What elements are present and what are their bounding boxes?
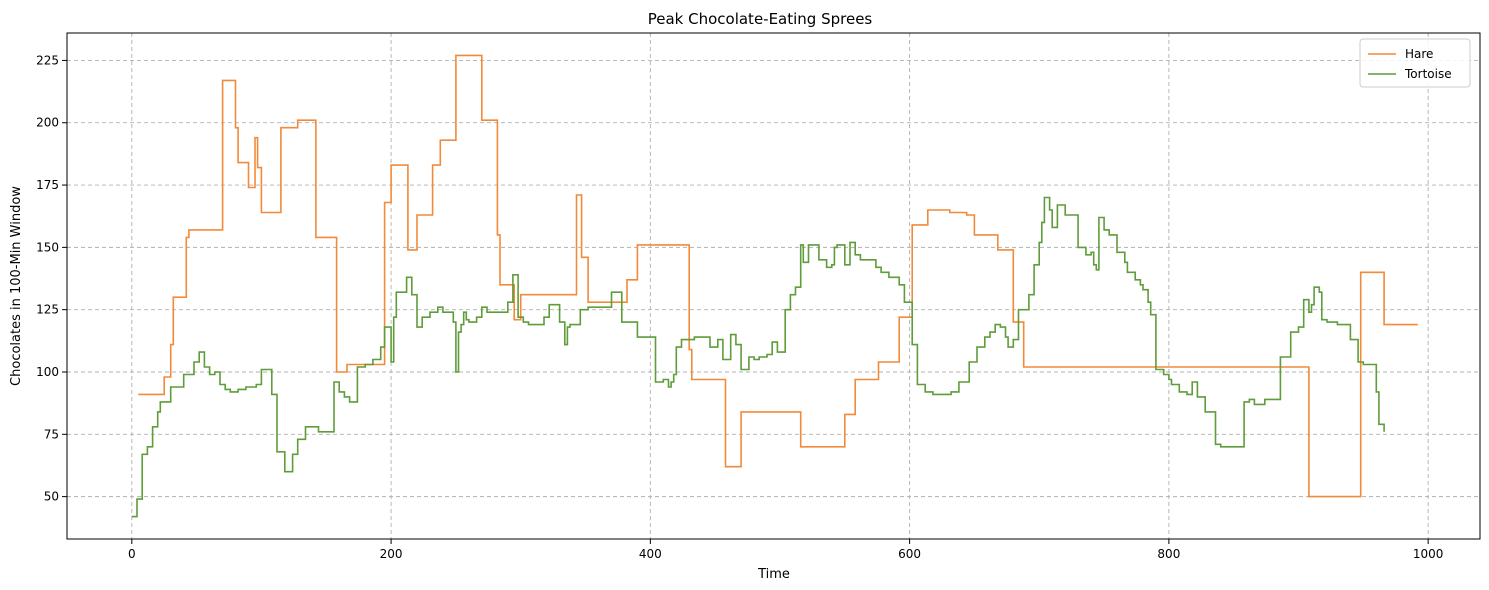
y-tick-label: 175 bbox=[36, 178, 59, 192]
x-tick-label: 600 bbox=[898, 547, 921, 561]
y-tick-label: 125 bbox=[36, 303, 59, 317]
legend: Hare Tortoise bbox=[1359, 38, 1471, 88]
chart-title: Peak Chocolate-Eating Sprees bbox=[648, 10, 873, 28]
series-line-hare bbox=[138, 54, 1418, 498]
y-tick-label: 200 bbox=[36, 116, 59, 130]
legend-label-tortoise: Tortoise bbox=[1404, 67, 1452, 81]
x-axis-label: Time bbox=[757, 567, 790, 582]
x-tick-label: 1000 bbox=[1413, 547, 1444, 561]
series-layer bbox=[131, 54, 1418, 518]
x-tick-label: 400 bbox=[639, 547, 662, 561]
y-tick-label: 150 bbox=[36, 240, 59, 254]
y-tick-label: 75 bbox=[44, 427, 59, 441]
series-line-tortoise bbox=[131, 196, 1385, 518]
axes bbox=[66, 32, 1481, 540]
legend-label-hare: Hare bbox=[1405, 47, 1433, 61]
y-tick-label: 100 bbox=[36, 365, 59, 379]
y-tick-label: 50 bbox=[44, 490, 59, 504]
plot-frame bbox=[66, 32, 1481, 540]
ticks: 0 200 400 600 800 1000 50 75 100 125 150 175 200 225 bbox=[36, 53, 1443, 561]
y-axis-label: Chocolates in 100-Min Window bbox=[9, 186, 24, 386]
x-tick-label: 800 bbox=[1157, 547, 1180, 561]
x-tick-label: 0 bbox=[128, 547, 136, 561]
y-tick-label: 225 bbox=[36, 53, 59, 67]
x-tick-label: 200 bbox=[380, 547, 403, 561]
legend-box bbox=[1359, 38, 1471, 88]
